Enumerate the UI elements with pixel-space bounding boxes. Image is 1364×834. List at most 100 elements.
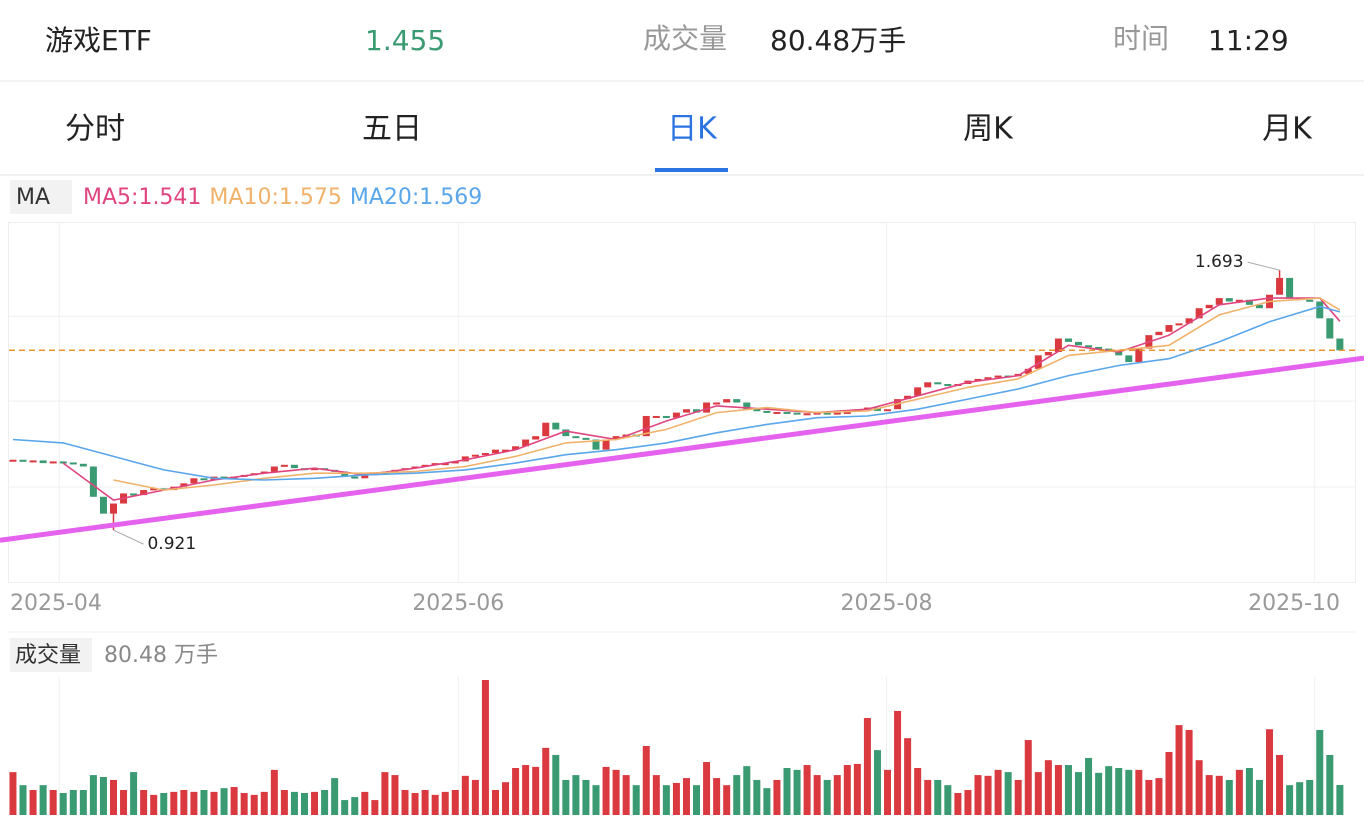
- tab[interactable]: 分时: [65, 112, 125, 147]
- candle-body: [351, 476, 359, 479]
- volume-bar: [421, 790, 429, 815]
- candle-body: [19, 459, 27, 462]
- candle-body: [1286, 277, 1294, 299]
- volume-bar: [250, 794, 258, 815]
- volume-bar: [652, 775, 660, 815]
- x-tick-label: 2025-08: [841, 591, 933, 616]
- candle-body: [1225, 298, 1233, 302]
- volume-bar: [1296, 782, 1304, 815]
- volume-bar: [934, 779, 942, 815]
- volume-bar: [602, 766, 610, 815]
- volume-bar: [140, 790, 148, 815]
- candle-body: [1195, 308, 1203, 319]
- candle-body: [140, 490, 148, 496]
- candle-body: [522, 439, 530, 447]
- candle-body: [843, 411, 851, 414]
- candle-body: [914, 387, 922, 396]
- volume-bar: [693, 785, 701, 815]
- candle-body: [723, 399, 731, 403]
- tab[interactable]: 五日: [362, 112, 422, 147]
- volume-bar: [1195, 760, 1203, 815]
- candle-body: [713, 402, 721, 405]
- candle-body: [1115, 351, 1123, 356]
- tab[interactable]: 日K: [667, 112, 718, 147]
- volume-subtitle: 80.48 万手: [104, 643, 218, 668]
- candle-body: [1034, 355, 1042, 369]
- volume-bar: [833, 775, 841, 815]
- candle-body: [190, 478, 198, 484]
- legend-box: [10, 638, 92, 672]
- divider: [0, 80, 1364, 82]
- volume-bar: [894, 710, 902, 815]
- volume-bar: [1286, 785, 1294, 815]
- candle-body: [1175, 323, 1183, 326]
- candle-body: [1024, 368, 1032, 374]
- candle-body: [49, 461, 57, 464]
- volume-bar: [1165, 751, 1173, 815]
- tab-indicator: [655, 168, 728, 172]
- volume-bar: [1075, 772, 1083, 815]
- volume-bar: [290, 791, 298, 815]
- volume-bar: [552, 754, 560, 815]
- candle-body: [1316, 301, 1324, 319]
- candle-body: [341, 471, 349, 477]
- volume-bar: [873, 750, 881, 815]
- volume-bar: [522, 765, 530, 815]
- volume-bar: [69, 790, 77, 815]
- volume-bar: [371, 800, 379, 815]
- volume-bar: [230, 787, 238, 815]
- volume-bar: [1115, 768, 1123, 815]
- volume-bar: [270, 769, 278, 815]
- candle-body: [763, 410, 771, 413]
- candle-body: [1155, 331, 1163, 336]
- ma-line: [113, 297, 1341, 491]
- volume-bar: [1215, 775, 1223, 815]
- volume-bar: [431, 794, 439, 815]
- volume-bar: [984, 775, 992, 815]
- trendline: [0, 355, 1364, 543]
- candle-body: [1085, 345, 1093, 348]
- candle-body: [1054, 338, 1062, 352]
- volume-bar: [1255, 779, 1263, 815]
- volume-bar: [1326, 754, 1334, 815]
- candle-body: [994, 375, 1002, 378]
- candle-body: [1306, 299, 1314, 302]
- candle-body: [1276, 277, 1284, 295]
- volume-bar: [341, 800, 349, 815]
- volume-bar: [803, 765, 811, 815]
- candle-body: [642, 415, 650, 437]
- volume-bar: [1316, 729, 1324, 815]
- volume-bar: [1095, 772, 1103, 815]
- candle-body: [1215, 298, 1223, 305]
- volume-bar: [1024, 740, 1032, 815]
- candle-body: [59, 461, 67, 464]
- volume-bar: [99, 776, 107, 815]
- candle-body: [823, 412, 831, 415]
- candle-body: [200, 478, 208, 481]
- volume-bar: [19, 785, 27, 815]
- candle-body: [693, 409, 701, 413]
- volume-bar: [150, 794, 158, 815]
- volume-bar: [753, 779, 761, 815]
- annotation-leader: [113, 529, 144, 545]
- volume-bar: [1004, 772, 1012, 815]
- candle-body: [180, 483, 188, 487]
- volume-bar: [39, 785, 47, 815]
- candle-body: [220, 476, 228, 479]
- volume-bar: [401, 790, 409, 815]
- tab[interactable]: 月K: [1262, 112, 1313, 147]
- tab[interactable]: 周K: [963, 112, 1014, 147]
- annotation-label: 1.693: [1195, 252, 1244, 272]
- legend-entry: MA20:1.569: [350, 185, 482, 210]
- candle-body: [491, 449, 499, 454]
- volume-bar: [974, 775, 982, 815]
- volume-bar: [562, 779, 570, 815]
- volume-bar: [512, 768, 520, 815]
- ma-line: [62, 297, 1341, 502]
- annotation-label: 0.921: [147, 534, 196, 554]
- candle-body: [1064, 338, 1072, 342]
- volume-bar: [1185, 729, 1193, 815]
- candle-body: [1245, 299, 1253, 305]
- volume-bar: [682, 778, 690, 815]
- volume-bar: [391, 775, 399, 815]
